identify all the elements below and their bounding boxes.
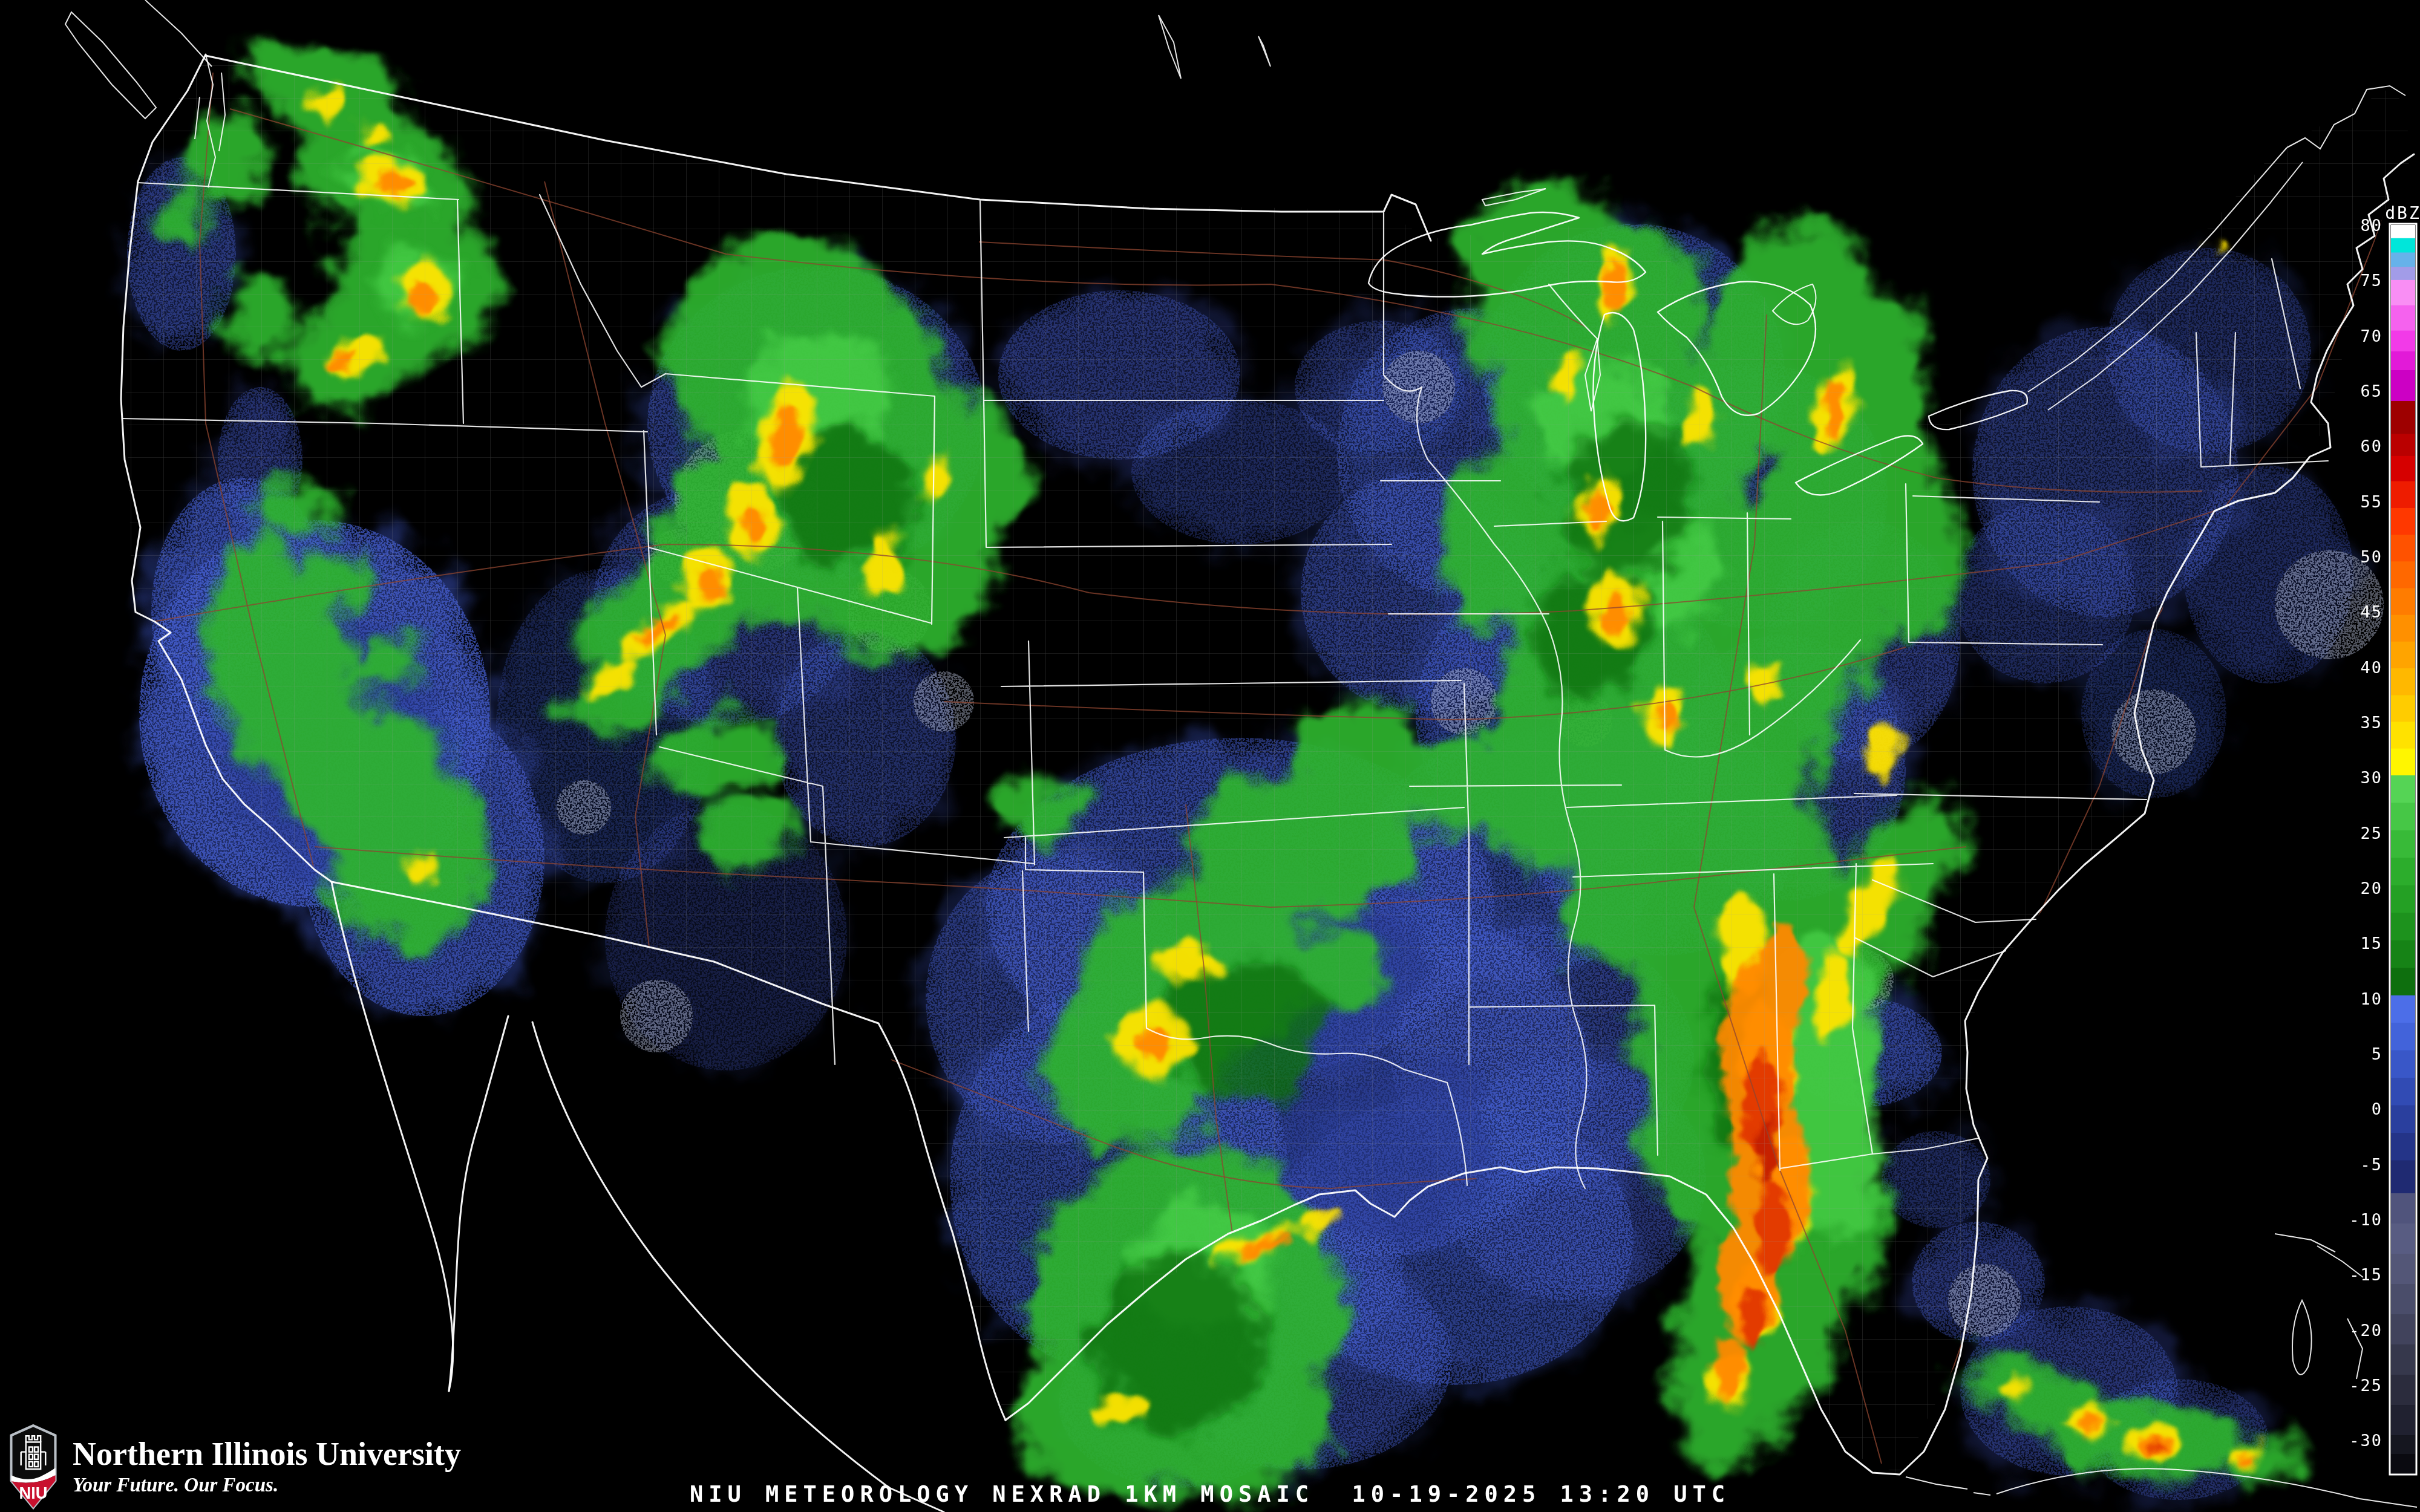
colorbar-segment <box>2391 588 2415 616</box>
colorbar-segment <box>2391 1435 2415 1455</box>
colorbar-segment <box>2391 1344 2415 1375</box>
colorbar-segment <box>2391 1405 2415 1436</box>
colorbar-segment <box>2391 481 2415 509</box>
university-tagline: Your Future. Our Focus. <box>73 1474 461 1496</box>
colorbar-segment <box>2391 253 2415 267</box>
colorbar-segment <box>2391 238 2415 253</box>
colorbar-tick-label: 10 <box>2360 989 2382 1008</box>
colorbar-segment <box>2391 668 2415 696</box>
colorbar-tick-label: -20 <box>2349 1321 2382 1340</box>
colorbar-segment <box>2391 803 2415 830</box>
colorbar-tick-label: -30 <box>2349 1431 2382 1450</box>
colorbar-segment <box>2391 775 2415 803</box>
colorbar-tick-label: 20 <box>2360 879 2382 898</box>
colorbar-segment <box>2391 456 2415 482</box>
colorbar-segment <box>2391 401 2415 434</box>
colorbar-segment <box>2391 434 2415 457</box>
colorbar-segment <box>2391 267 2415 281</box>
colorbar-segment <box>2391 749 2415 776</box>
colorbar-segment <box>2391 885 2415 913</box>
colorbar-tick-label: 50 <box>2360 547 2382 566</box>
colorbar-title: dBZ <box>2385 203 2420 223</box>
colorbar-segment <box>2391 1254 2415 1285</box>
colorbar-tick-label: 55 <box>2360 492 2382 511</box>
colorbar-tick-label: 0 <box>2372 1100 2382 1118</box>
colorbar-tick-label: -10 <box>2349 1210 2382 1229</box>
colorbar-segment <box>2391 1224 2415 1254</box>
niu-brand-text: Northern Illinois University Your Future… <box>73 1437 461 1496</box>
colorbar-tick-label: 75 <box>2360 271 2382 290</box>
colorbar-segment <box>2391 722 2415 749</box>
colorbar-segment <box>2391 1161 2415 1194</box>
colorbar-segment <box>2391 305 2415 331</box>
colorbar-segment <box>2391 370 2415 402</box>
colorbar-tick-label: 70 <box>2360 327 2382 345</box>
colorbar-segment <box>2391 1133 2415 1161</box>
colorbar-segment <box>2391 1193 2415 1224</box>
colorbar-segment <box>2391 280 2415 306</box>
colorbar-segment <box>2391 508 2415 535</box>
colorbar-segment <box>2391 535 2415 562</box>
colorbar-segment <box>2391 1078 2415 1106</box>
colorbar-segment <box>2391 1314 2415 1345</box>
colorbar-tick-label: 80 <box>2360 216 2382 235</box>
niu-logo: NIU <box>8 1424 58 1510</box>
colorbar-segment <box>2391 830 2415 858</box>
colorbar-tick-label: 30 <box>2360 768 2382 787</box>
colorbar-tick-label: 60 <box>2360 437 2382 455</box>
niu-branding: NIU Northern Illinois University Your Fu… <box>8 1424 461 1510</box>
colorbar-segment <box>2391 968 2415 996</box>
colorbar-tick-label: -15 <box>2349 1265 2382 1284</box>
colorbar-segment <box>2391 1023 2415 1051</box>
colorbar-segment <box>2391 1051 2415 1078</box>
colorbar-segment <box>2391 695 2415 722</box>
university-name: Northern Illinois University <box>73 1437 461 1471</box>
colorbar-segment <box>2391 642 2415 669</box>
colorbar-segment <box>2391 996 2415 1023</box>
colorbar-segment <box>2391 940 2415 968</box>
colorbar-tick-label: 45 <box>2360 602 2382 621</box>
colorbar-segment <box>2391 615 2415 642</box>
radar-map: dBZ 80757065605550454035302520151050-5-1… <box>0 0 2420 1512</box>
colorbar-segment <box>2391 913 2415 940</box>
colorbar-segment <box>2391 331 2415 352</box>
colorbar-tick-label: 65 <box>2360 382 2382 400</box>
colorbar-tick-label: -25 <box>2349 1376 2382 1395</box>
colorbar-segment <box>2391 858 2415 885</box>
colorbar-segment <box>2391 1375 2415 1406</box>
colorbar-segment <box>2391 225 2415 239</box>
colorbar-tick-label: 35 <box>2360 713 2382 732</box>
colorbar-segment <box>2391 1284 2415 1315</box>
radar-screenshot: dBZ 80757065605550454035302520151050-5-1… <box>0 0 2420 1512</box>
colorbar-segment <box>2391 561 2415 588</box>
colorbar-tick-label: 25 <box>2360 824 2382 842</box>
colorbar-tick-label: -5 <box>2360 1155 2382 1174</box>
colorbar-segment <box>2391 1106 2415 1133</box>
colorbar-tick-label: 40 <box>2360 658 2382 677</box>
colorbar-tick-label: 15 <box>2360 934 2382 953</box>
colorbar-segment <box>2391 1454 2415 1474</box>
niu-logo-monogram: NIU <box>19 1484 47 1502</box>
colorbar-tick-label: 5 <box>2372 1044 2382 1063</box>
colorbar-segment <box>2391 351 2415 371</box>
